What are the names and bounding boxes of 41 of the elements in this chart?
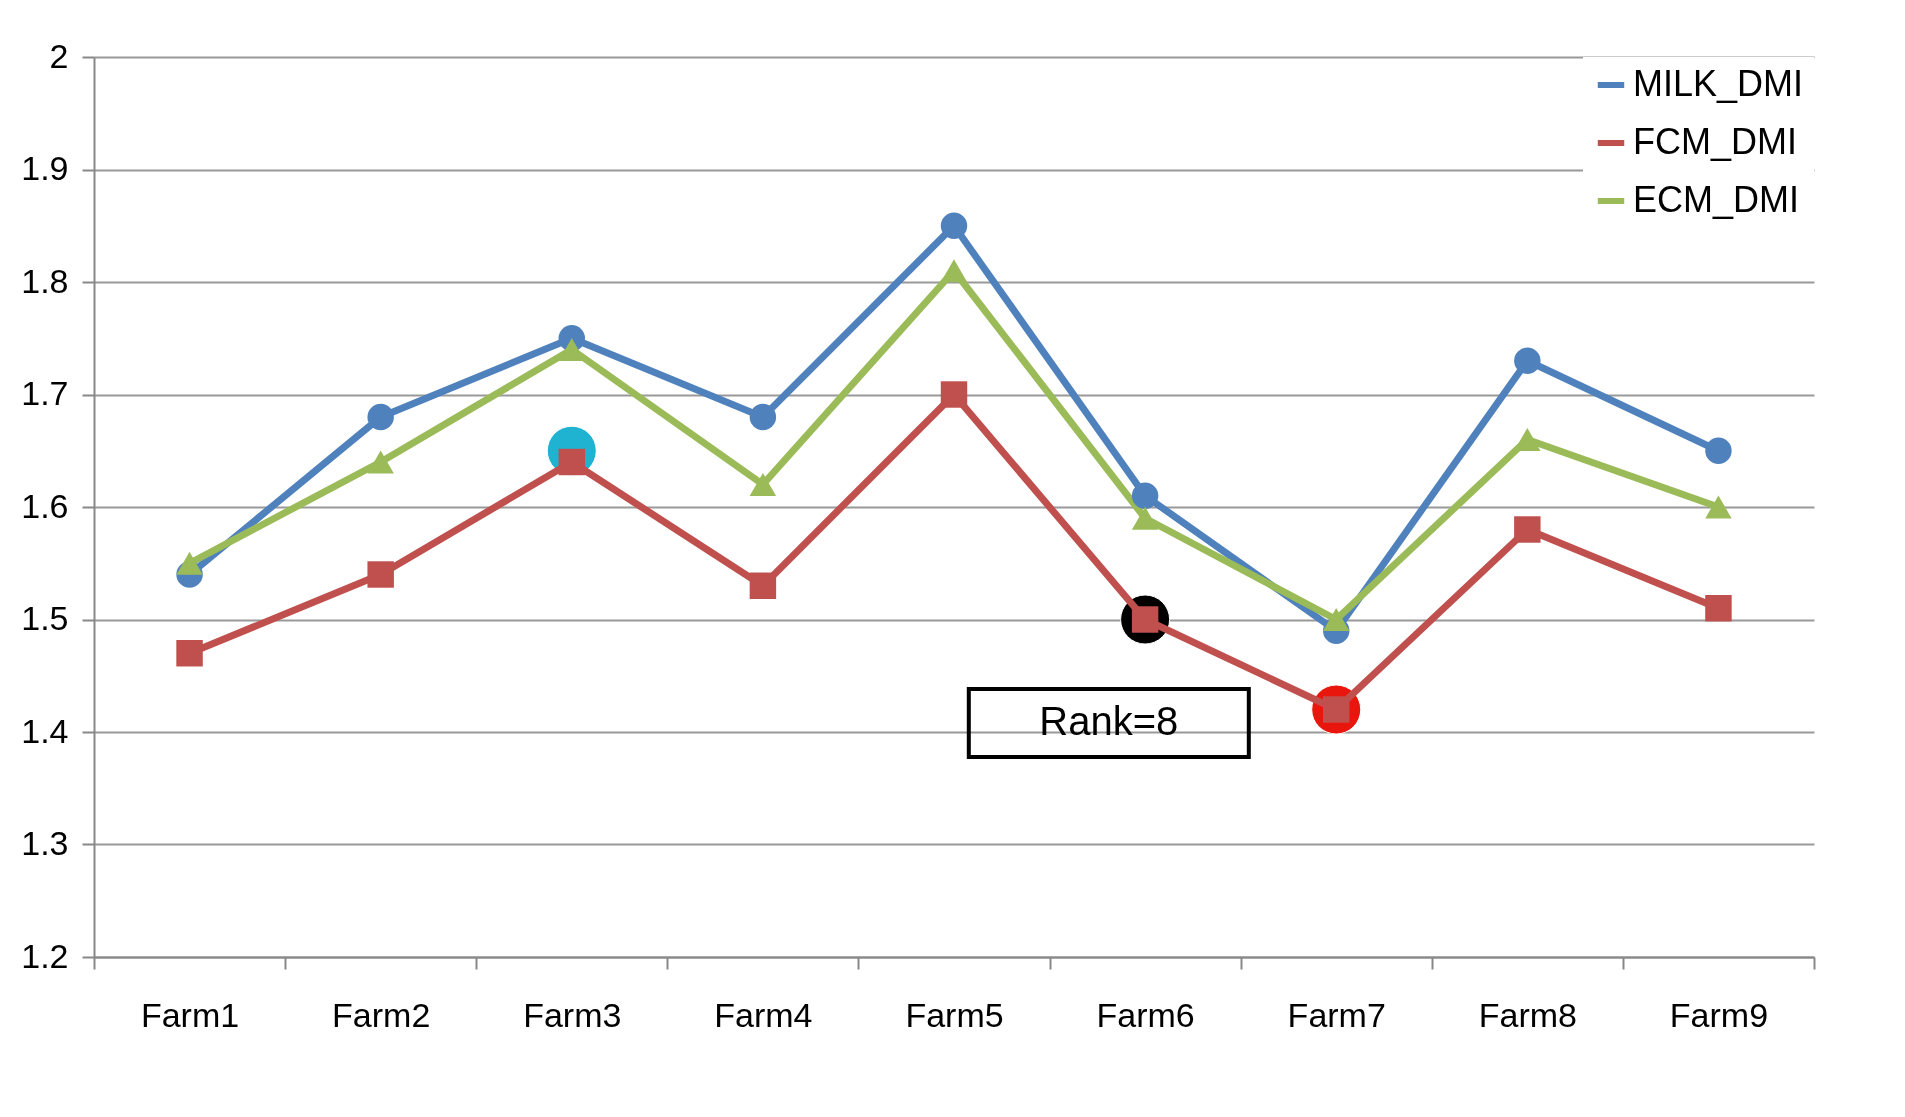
y-tick-label: 1.9	[21, 149, 69, 187]
point	[1131, 506, 1159, 530]
y-tick-label: 1.7	[21, 374, 69, 412]
legend-label: FCM_DMI	[1633, 121, 1797, 162]
point	[749, 572, 777, 599]
point	[749, 403, 777, 431]
y-tick-label: 1.5	[21, 599, 69, 637]
x-tick-label: Farm8	[1478, 995, 1577, 1034]
legend-label: ECM_DMI	[1633, 179, 1800, 220]
x-tick-label: Farm3	[523, 995, 622, 1034]
point	[1705, 495, 1732, 519]
point	[367, 403, 394, 431]
point	[940, 212, 968, 239]
point	[1514, 347, 1541, 374]
x-tick-label: Farm6	[1096, 995, 1195, 1034]
point	[940, 259, 968, 283]
point	[1131, 482, 1159, 509]
point	[367, 561, 394, 588]
x-tick-label: Farm4	[714, 995, 813, 1034]
y-tick-label: 1.6	[21, 486, 69, 525]
y-tick-label: 1.8	[21, 261, 69, 300]
annotation: Rank=8	[1039, 699, 1179, 743]
x-tick-label: Farm7	[1287, 995, 1386, 1034]
legend-label: MILK_DMI	[1633, 63, 1804, 104]
x-tick-label: Farm2	[332, 995, 431, 1034]
point	[176, 640, 203, 667]
point	[176, 551, 203, 575]
y-tick-label: 1.4	[21, 711, 69, 750]
y-tick-label: 1.3	[21, 824, 69, 862]
point	[1322, 608, 1350, 631]
y-tick-label: 1.2	[21, 936, 69, 975]
x-tick-label: Farm5	[905, 995, 1004, 1034]
y-tick-label: 2	[49, 36, 69, 75]
point	[367, 450, 394, 474]
point	[1705, 595, 1732, 622]
x-tick-label: Farm1	[140, 995, 240, 1034]
point	[940, 381, 968, 408]
point	[1705, 437, 1732, 464]
x-tick-label: Farm9	[1669, 995, 1769, 1034]
point	[1514, 516, 1541, 543]
point	[749, 473, 777, 496]
